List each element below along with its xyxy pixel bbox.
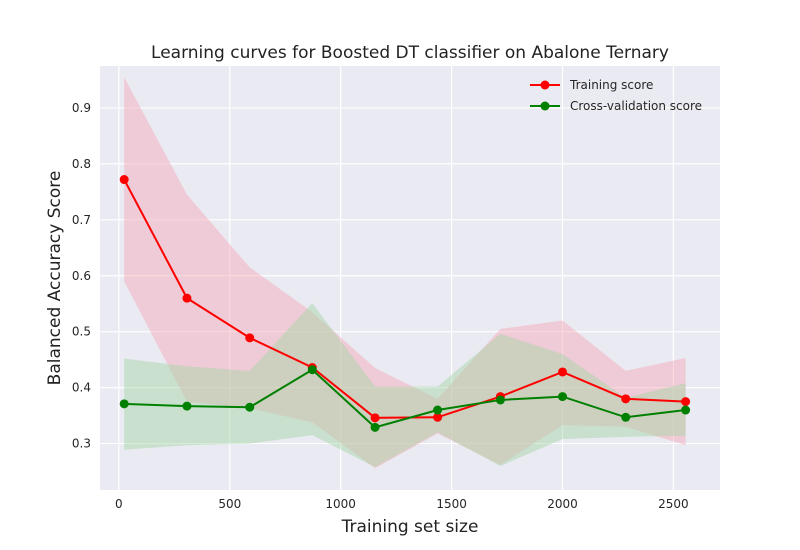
point-series-2 [119, 399, 129, 409]
legend-label: Training score [569, 78, 653, 92]
series-lines [119, 175, 691, 432]
point-series-2 [245, 402, 255, 412]
x-tick-label: 0 [115, 497, 123, 511]
point-series-1 [119, 175, 129, 185]
x-axis-label: Training set size [341, 517, 479, 537]
legend-swatch-marker [540, 80, 550, 90]
legend-label: Cross-validation score [570, 99, 702, 113]
y-tick-label: 0.8 [72, 157, 91, 171]
x-tick-label: 2000 [547, 497, 578, 511]
point-series-2 [621, 412, 631, 422]
y-tick-label: 0.6 [72, 269, 91, 283]
y-tick-label: 0.5 [72, 325, 91, 339]
point-series-1 [433, 412, 443, 422]
point-series-1 [245, 333, 255, 343]
point-series-2 [681, 405, 691, 415]
point-series-1 [621, 394, 631, 404]
x-tick-label: 2500 [658, 497, 689, 511]
legend: Training score Cross-validation score [530, 78, 702, 113]
y-axis-label: Balanced Accuracy Score [45, 171, 65, 386]
point-series-2 [182, 401, 192, 411]
point-series-1 [558, 367, 568, 377]
point-series-2 [558, 392, 568, 402]
band-series-1 [124, 77, 686, 469]
y-tick-label: 0.9 [72, 101, 91, 115]
point-series-1 [370, 413, 380, 423]
line-series-1 [123, 179, 686, 419]
x-tick-labels: 0 500 1000 1500 2000 2500 [115, 497, 689, 511]
y-tick-label: 0.3 [72, 437, 91, 451]
point-series-2 [307, 365, 317, 375]
x-tick-label: 1500 [436, 497, 467, 511]
y-tick-labels: 0.3 0.4 0.5 0.6 0.7 0.8 0.9 [72, 101, 91, 451]
legend-swatch-marker [540, 101, 550, 111]
point-series-2 [370, 422, 380, 432]
x-tick-label: 500 [218, 497, 241, 511]
plot-area [100, 66, 720, 490]
y-tick-label: 0.4 [72, 381, 91, 395]
y-tick-label: 0.7 [72, 213, 91, 227]
grid-lines [100, 66, 720, 490]
point-series-2 [495, 395, 505, 405]
point-series-2 [433, 405, 443, 415]
point-series-1 [681, 397, 691, 407]
line-series-2 [124, 368, 686, 429]
point-series-1 [182, 293, 192, 303]
x-tick-label: 1000 [325, 497, 356, 511]
band-series-2 [124, 303, 686, 468]
chart-title: Learning curves for Boosted DT classifie… [151, 43, 669, 63]
confidence-bands [124, 77, 686, 469]
